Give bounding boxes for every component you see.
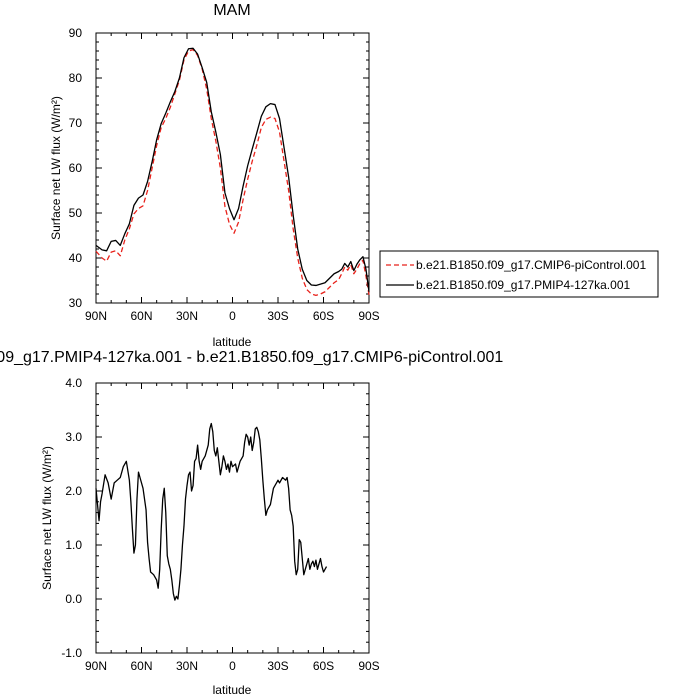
bottom-x-axis-label: latitude <box>213 683 252 697</box>
legend-box <box>379 250 659 298</box>
top-x-tick-label: 0 <box>229 309 236 323</box>
top-x-tick-label: 90S <box>358 309 379 323</box>
bottom-x-tick-label: 60S <box>313 659 334 673</box>
top-chart-title: MAM <box>213 2 250 19</box>
bottom-x-tick-label: 60N <box>130 659 152 673</box>
top-y-tick-label: 50 <box>69 206 83 220</box>
bottom-y-ticks: -1.0 0.0 1.0 2.0 3.0 4.0 <box>61 376 369 660</box>
top-series-lines <box>95 47 370 297</box>
legend-label-127ka: b.e21.B1850.f09_g17.PMIP4-127ka.001 <box>416 278 630 292</box>
bottom-y-tick-label: 1.0 <box>65 538 82 552</box>
bottom-x-tick-label: 90N <box>85 659 107 673</box>
top-series-line-0 <box>95 49 370 297</box>
top-y-tick-label: 90 <box>69 26 83 40</box>
top-y-tick-label: 30 <box>69 296 83 310</box>
top-y-axis-label-text: Surface net LW flux (W/m²) <box>49 96 63 240</box>
legend: b.e21.B1850.f09_g17.CMIP6-piControl.001 … <box>379 250 659 298</box>
bottom-y-tick-label: 0.0 <box>65 592 82 606</box>
top-x-tick-label: 60N <box>130 309 152 323</box>
top-y-tick-label: 80 <box>69 71 83 85</box>
bottom-y-tick-label: -1.0 <box>61 646 82 660</box>
bottom-x-tick-label: 90S <box>358 659 379 673</box>
top-y-tick-label: 60 <box>69 161 83 175</box>
legend-label-control: b.e21.B1850.f09_g17.CMIP6-piControl.001 <box>416 258 646 272</box>
top-y-axis-label: Surface net LW flux (W/m²) <box>49 96 63 240</box>
bottom-y-axis-label: Surface net LW flux (W/m²) <box>40 446 54 590</box>
top-x-ticks: 90N 60N 30N 0 30S 60S 90S <box>85 33 380 323</box>
bottom-series-lines <box>95 422 328 601</box>
top-series-line-1 <box>95 47 370 292</box>
bottom-y-tick-label: 4.0 <box>65 376 82 390</box>
top-x-tick-label: 60S <box>313 309 334 323</box>
top-x-tick-label: 30N <box>176 309 198 323</box>
top-y-ticks: 30 40 50 60 70 80 90 <box>69 26 369 310</box>
top-y-tick-label: 70 <box>69 116 83 130</box>
bottom-x-tick-label: 30N <box>176 659 198 673</box>
bottom-x-tick-label: 0 <box>229 659 236 673</box>
bottom-x-tick-label: 30S <box>267 659 288 673</box>
bottom-panel: 850.f09_g17.PMIP4-127ka.001 - b.e21.B185… <box>0 349 503 697</box>
bottom-y-axis-label-text: Surface net LW flux (W/m²) <box>40 446 54 590</box>
bottom-chart-title: 850.f09_g17.PMIP4-127ka.001 - b.e21.B185… <box>0 349 503 366</box>
top-x-tick-label: 90N <box>85 309 107 323</box>
bottom-x-ticks: 90N 60N 30N 0 30S 60S 90S <box>85 383 380 673</box>
top-y-tick-label: 40 <box>69 251 83 265</box>
bottom-y-tick-label: 2.0 <box>65 484 82 498</box>
top-x-axis-label: latitude <box>213 335 252 349</box>
bottom-y-tick-label: 3.0 <box>65 430 82 444</box>
top-plot-frame <box>95 32 370 304</box>
top-x-tick-label: 30S <box>267 309 288 323</box>
bottom-series-line-0 <box>95 422 328 601</box>
top-panel: MAM 90N 60N 30N 0 30S 60S 90S 30 40 50 60 70 80 90 l… <box>49 2 659 349</box>
